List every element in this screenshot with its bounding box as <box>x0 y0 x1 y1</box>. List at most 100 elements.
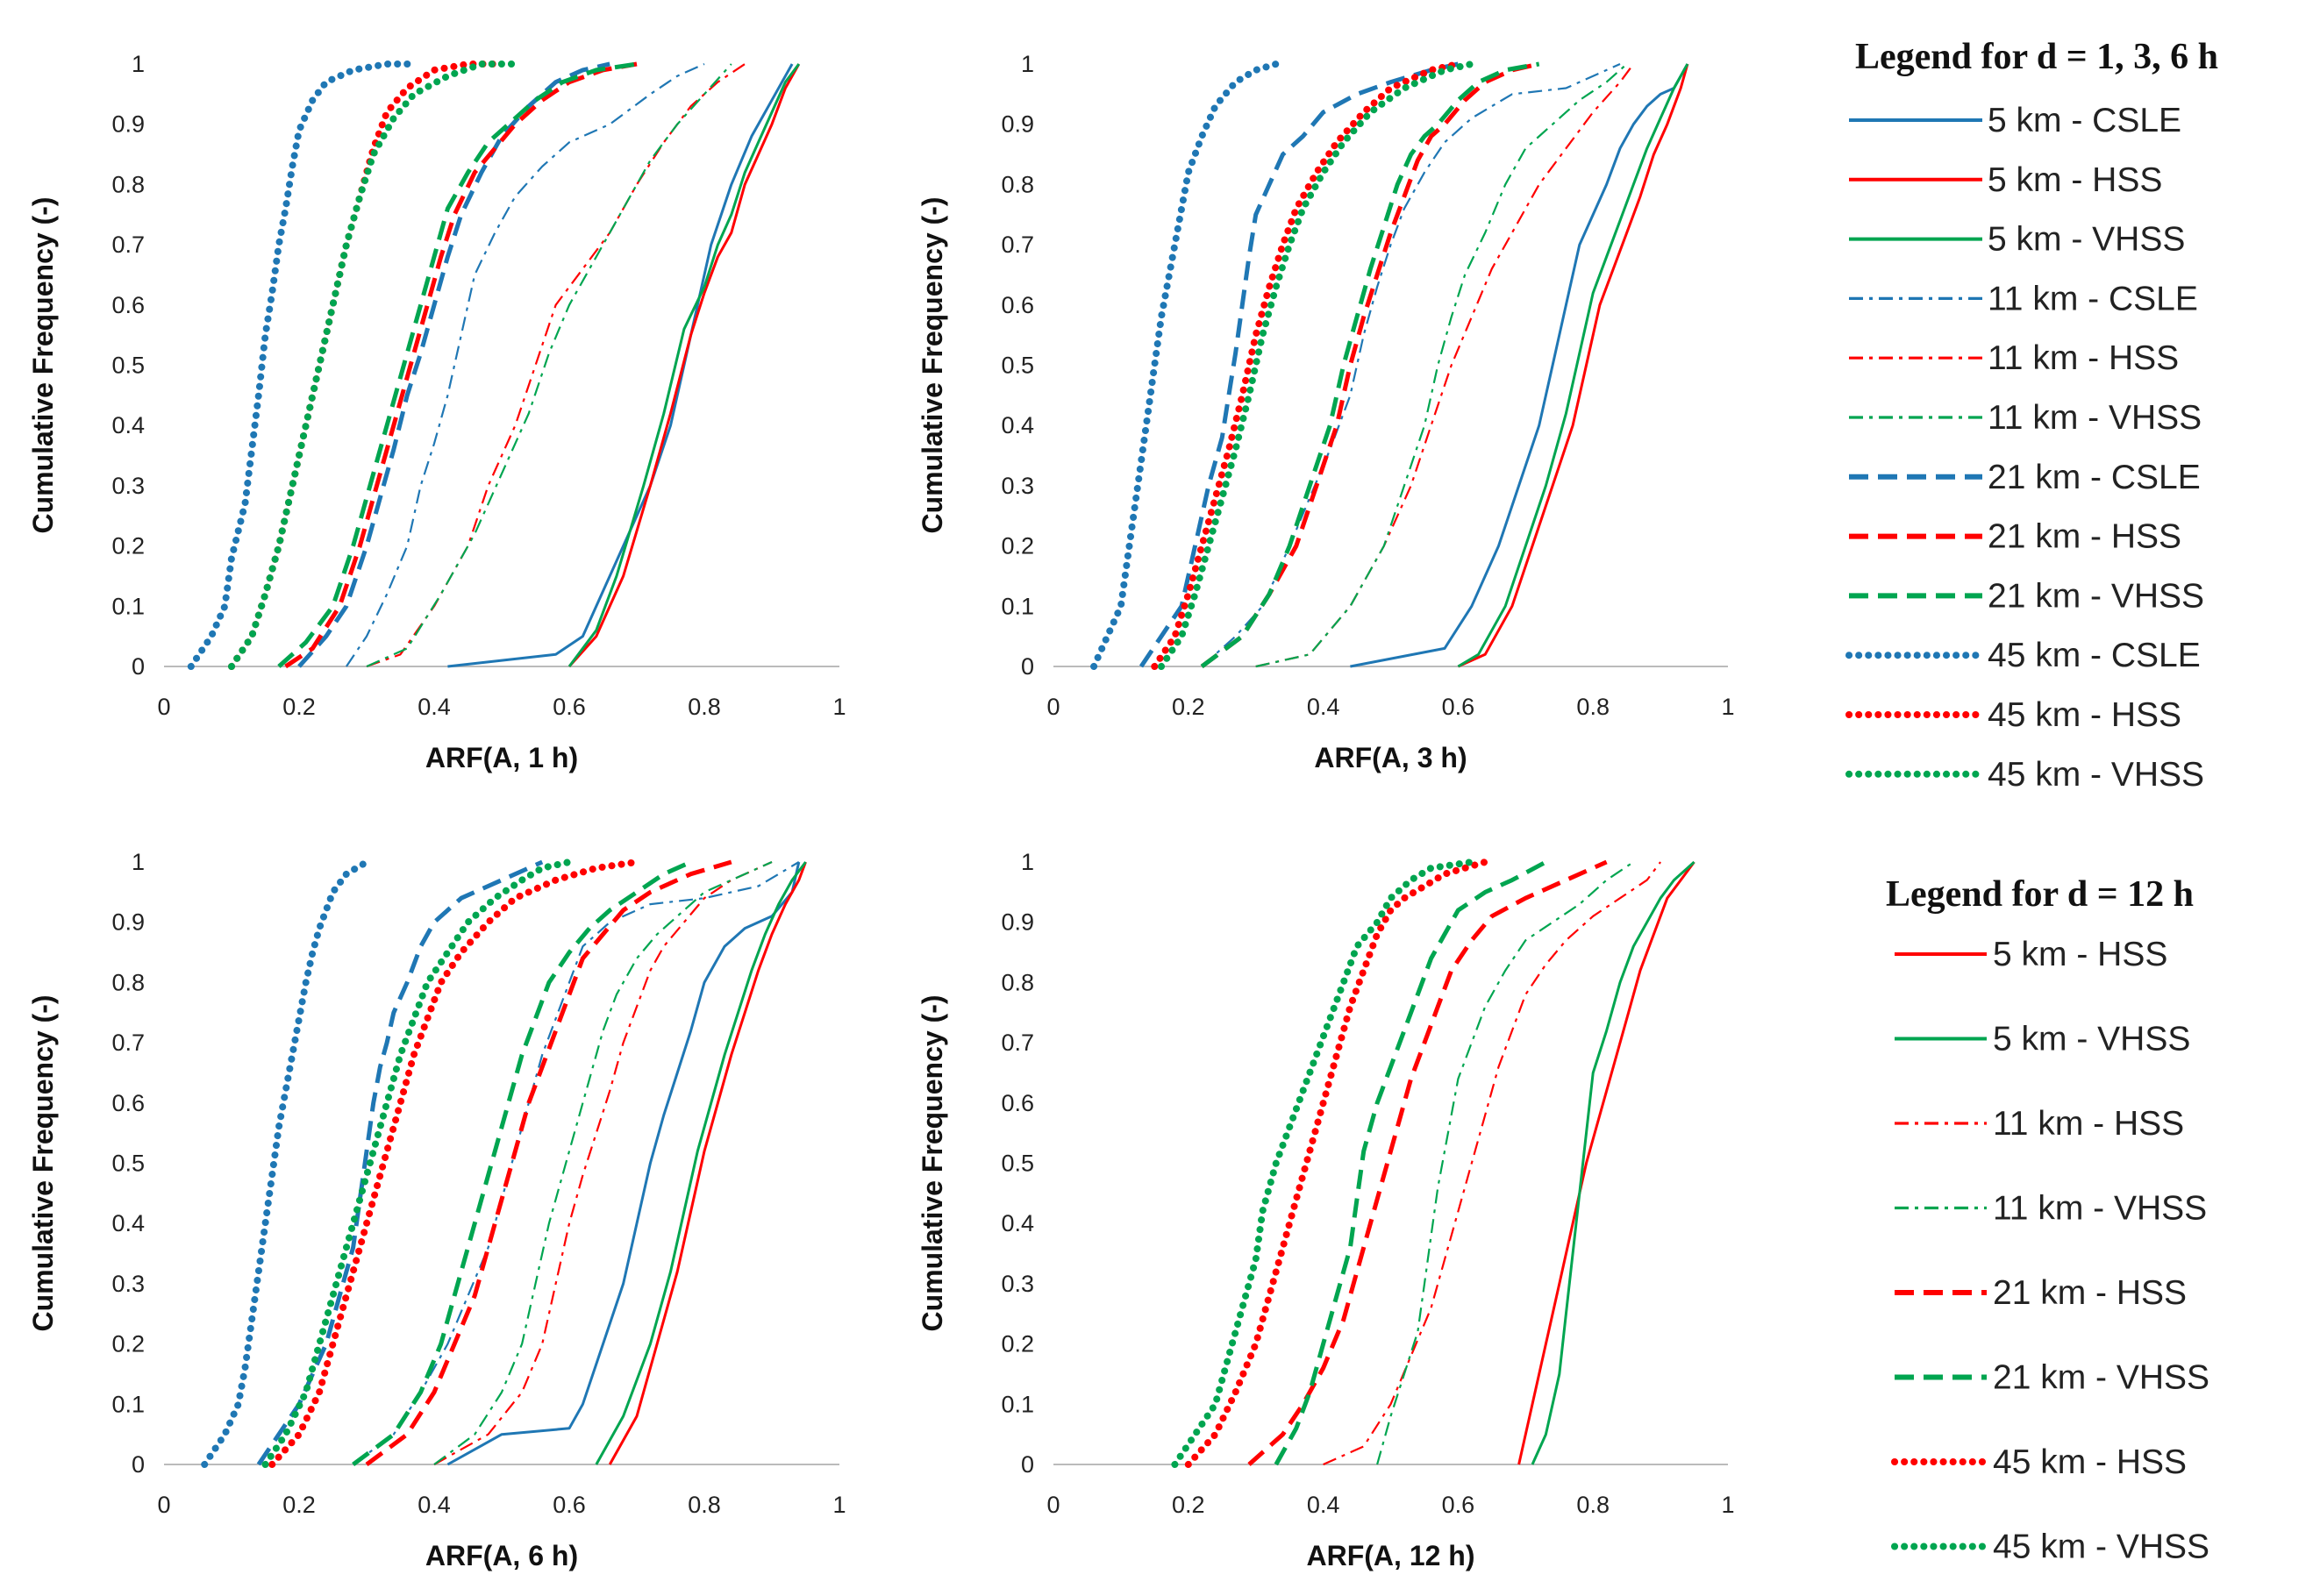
x-tick-label: 0.2 <box>1172 1492 1205 1518</box>
series-line-5-km-csle <box>447 63 794 668</box>
x-tick-label: 1 <box>1721 1492 1734 1518</box>
chart-panel-2: 0 0.2 0.4 0.6 0.8 1 0 0.1 0.2 0.3 0.4 0.5 0.6 0.7 0.8 0… <box>917 51 1735 773</box>
y-tick-label: 0.4 <box>1001 1210 1034 1236</box>
series-line-5-km-csle <box>446 861 801 1466</box>
y-tick-label: 0.6 <box>111 1090 145 1116</box>
legend-item-45-km-vhss: 45 km - VHSS <box>1891 1528 2209 1566</box>
x-tick-label: 0.2 <box>1172 694 1205 720</box>
y-tick-label: 0.2 <box>1001 1331 1034 1357</box>
y-tick-label: 0.8 <box>111 969 145 995</box>
y-tick-label: 1 <box>1021 849 1034 875</box>
series-line-45-km-csle <box>201 859 370 1468</box>
legend-label: 11 km - CSLE <box>1988 280 2198 317</box>
y-tick-label: 0.9 <box>1001 111 1034 138</box>
legend-item-45-km-hss: 45 km - HSS <box>1891 1443 2187 1481</box>
legend-label: 5 km - HSS <box>1993 936 2167 973</box>
series-line-21-km-hss <box>365 859 732 1467</box>
legend-item-11-km-hss: 11 km - HSS <box>1895 1105 2184 1143</box>
x-tick-label: 0.8 <box>1576 1492 1610 1518</box>
legend-label: 21 km - HSS <box>1988 518 2181 556</box>
legend-item-21-km-hss: 21 km - HSS <box>1849 518 2181 556</box>
series-line-21-km-csle <box>256 859 544 1466</box>
x-axis-label: ARF(A, 12 h) <box>1307 1540 1475 1571</box>
series-line-5-km-vhss <box>568 63 801 667</box>
x-tick-label: 0.4 <box>1307 694 1340 720</box>
y-tick-label: 0.1 <box>111 593 145 619</box>
series-line-11-km-vhss <box>1255 63 1628 668</box>
legend-label: 11 km - VHSS <box>1988 399 2202 437</box>
y-tick-label: 0.2 <box>111 1331 145 1357</box>
series-line-45-km-csle <box>1090 61 1280 670</box>
x-tick-label: 0.2 <box>282 1492 316 1518</box>
legend-item-5-km-hss: 5 km - HSS <box>1895 936 2167 973</box>
y-tick-label: 0 <box>132 653 145 680</box>
series-line-21-km-hss <box>1200 61 1540 669</box>
legend-item-21-km-csle: 21 km - CSLE <box>1849 459 2201 496</box>
x-tick-label: 0.6 <box>1442 1492 1475 1518</box>
x-tick-label: 0.8 <box>688 1492 721 1518</box>
x-tick-label: 0.2 <box>282 694 316 720</box>
y-tick-label: 0.2 <box>111 533 145 559</box>
series-line-11-km-vhss <box>366 63 732 668</box>
legend-label: 5 km - VHSS <box>1988 221 2185 259</box>
x-tick-label: 0 <box>157 1492 170 1518</box>
series-line-45-km-vhss <box>228 61 519 670</box>
legend-label: 11 km - HSS <box>1988 339 2179 377</box>
series-line-45-km-hss <box>1151 61 1462 670</box>
series-line-11-km-csle <box>352 861 800 1465</box>
y-tick-label: 0.2 <box>1001 533 1034 559</box>
x-tick-label: 0 <box>1046 694 1060 720</box>
y-tick-label: 0.1 <box>111 1391 145 1417</box>
series-line-21-km-vhss <box>1274 859 1547 1466</box>
chart-panel-4: 0 0.2 0.4 0.6 0.8 1 0 0.1 0.2 0.3 0.4 0.5 0.6 0.7 0.8 0… <box>917 849 1735 1571</box>
y-tick-label: 0.7 <box>1001 1030 1034 1056</box>
y-tick-label: 0.8 <box>1001 969 1034 995</box>
legend-label: 45 km - HSS <box>1993 1443 2187 1481</box>
series-line-21-km-vhss <box>277 61 638 668</box>
series-line-45-km-vhss <box>1158 61 1475 670</box>
legend-item-11-km-vhss: 11 km - VHSS <box>1849 399 2202 437</box>
x-tick-label: 1 <box>832 1492 846 1518</box>
series-line-21-km-hss <box>1247 859 1608 1466</box>
legend-item-5-km-vhss: 5 km - VHSS <box>1849 221 2185 259</box>
y-tick-label: 0.9 <box>1001 909 1034 936</box>
series-line-21-km-csle <box>1139 61 1459 668</box>
y-tick-label: 0.7 <box>1001 232 1034 258</box>
legend-label: 11 km - VHSS <box>1993 1190 2207 1228</box>
legend-item-21-km-vhss: 21 km - VHSS <box>1849 577 2204 615</box>
legend-label: 11 km - HSS <box>1993 1105 2184 1143</box>
chart-panel-1: 0 0.2 0.4 0.6 0.8 1 0 0.1 0.2 0.3 0.4 0.5 0.6 0.7 0.8 0… <box>27 51 846 773</box>
legend-item-5-km-csle: 5 km - CSLE <box>1849 102 2181 139</box>
series-line-21-km-vhss <box>1200 61 1540 669</box>
x-tick-label: 0 <box>1046 1492 1060 1518</box>
legend-d-12-h: Legend for d = 12 h 5 km - HSS 5 km - VHS… <box>1886 874 2209 1566</box>
y-tick-label: 0.7 <box>111 1030 145 1056</box>
y-tick-label: 1 <box>132 849 145 875</box>
series-line-45-km-vhss <box>1171 859 1475 1468</box>
legend-title: Legend for d = 1, 3, 6 h <box>1855 37 2218 77</box>
y-tick-label: 0.8 <box>111 171 145 197</box>
x-tick-label: 0.6 <box>553 694 586 720</box>
legend-label: 45 km - VHSS <box>1988 756 2204 794</box>
y-tick-label: 0.6 <box>1001 292 1034 318</box>
y-tick-label: 0.3 <box>1001 473 1034 499</box>
y-tick-label: 0.5 <box>111 1151 145 1177</box>
legend-label: 5 km - HSS <box>1988 161 2162 199</box>
x-tick-label: 0.6 <box>1442 694 1475 720</box>
legend-label: 45 km - CSLE <box>1988 637 2201 674</box>
series-line-45-km-hss <box>268 859 640 1468</box>
y-tick-label: 0.3 <box>111 1271 145 1297</box>
legend-label: 5 km - CSLE <box>1988 102 2181 139</box>
legend-label: 21 km - HSS <box>1993 1274 2187 1312</box>
x-tick-label: 0.8 <box>1576 694 1610 720</box>
y-tick-label: 0 <box>1021 1451 1034 1478</box>
legend-item-11-km-csle: 11 km - CSLE <box>1849 280 2198 317</box>
y-axis-label: Cumulative Frequency (-) <box>917 196 948 533</box>
legend-item-21-km-vhss: 21 km - VHSS <box>1895 1359 2209 1397</box>
y-tick-label: 1 <box>132 51 145 77</box>
legend-item-45-km-vhss: 45 km - VHSS <box>1845 756 2204 794</box>
legend-item-5-km-hss: 5 km - HSS <box>1849 161 2162 199</box>
y-tick-label: 0.8 <box>1001 171 1034 197</box>
series-line-11-km-vhss <box>1376 861 1634 1465</box>
